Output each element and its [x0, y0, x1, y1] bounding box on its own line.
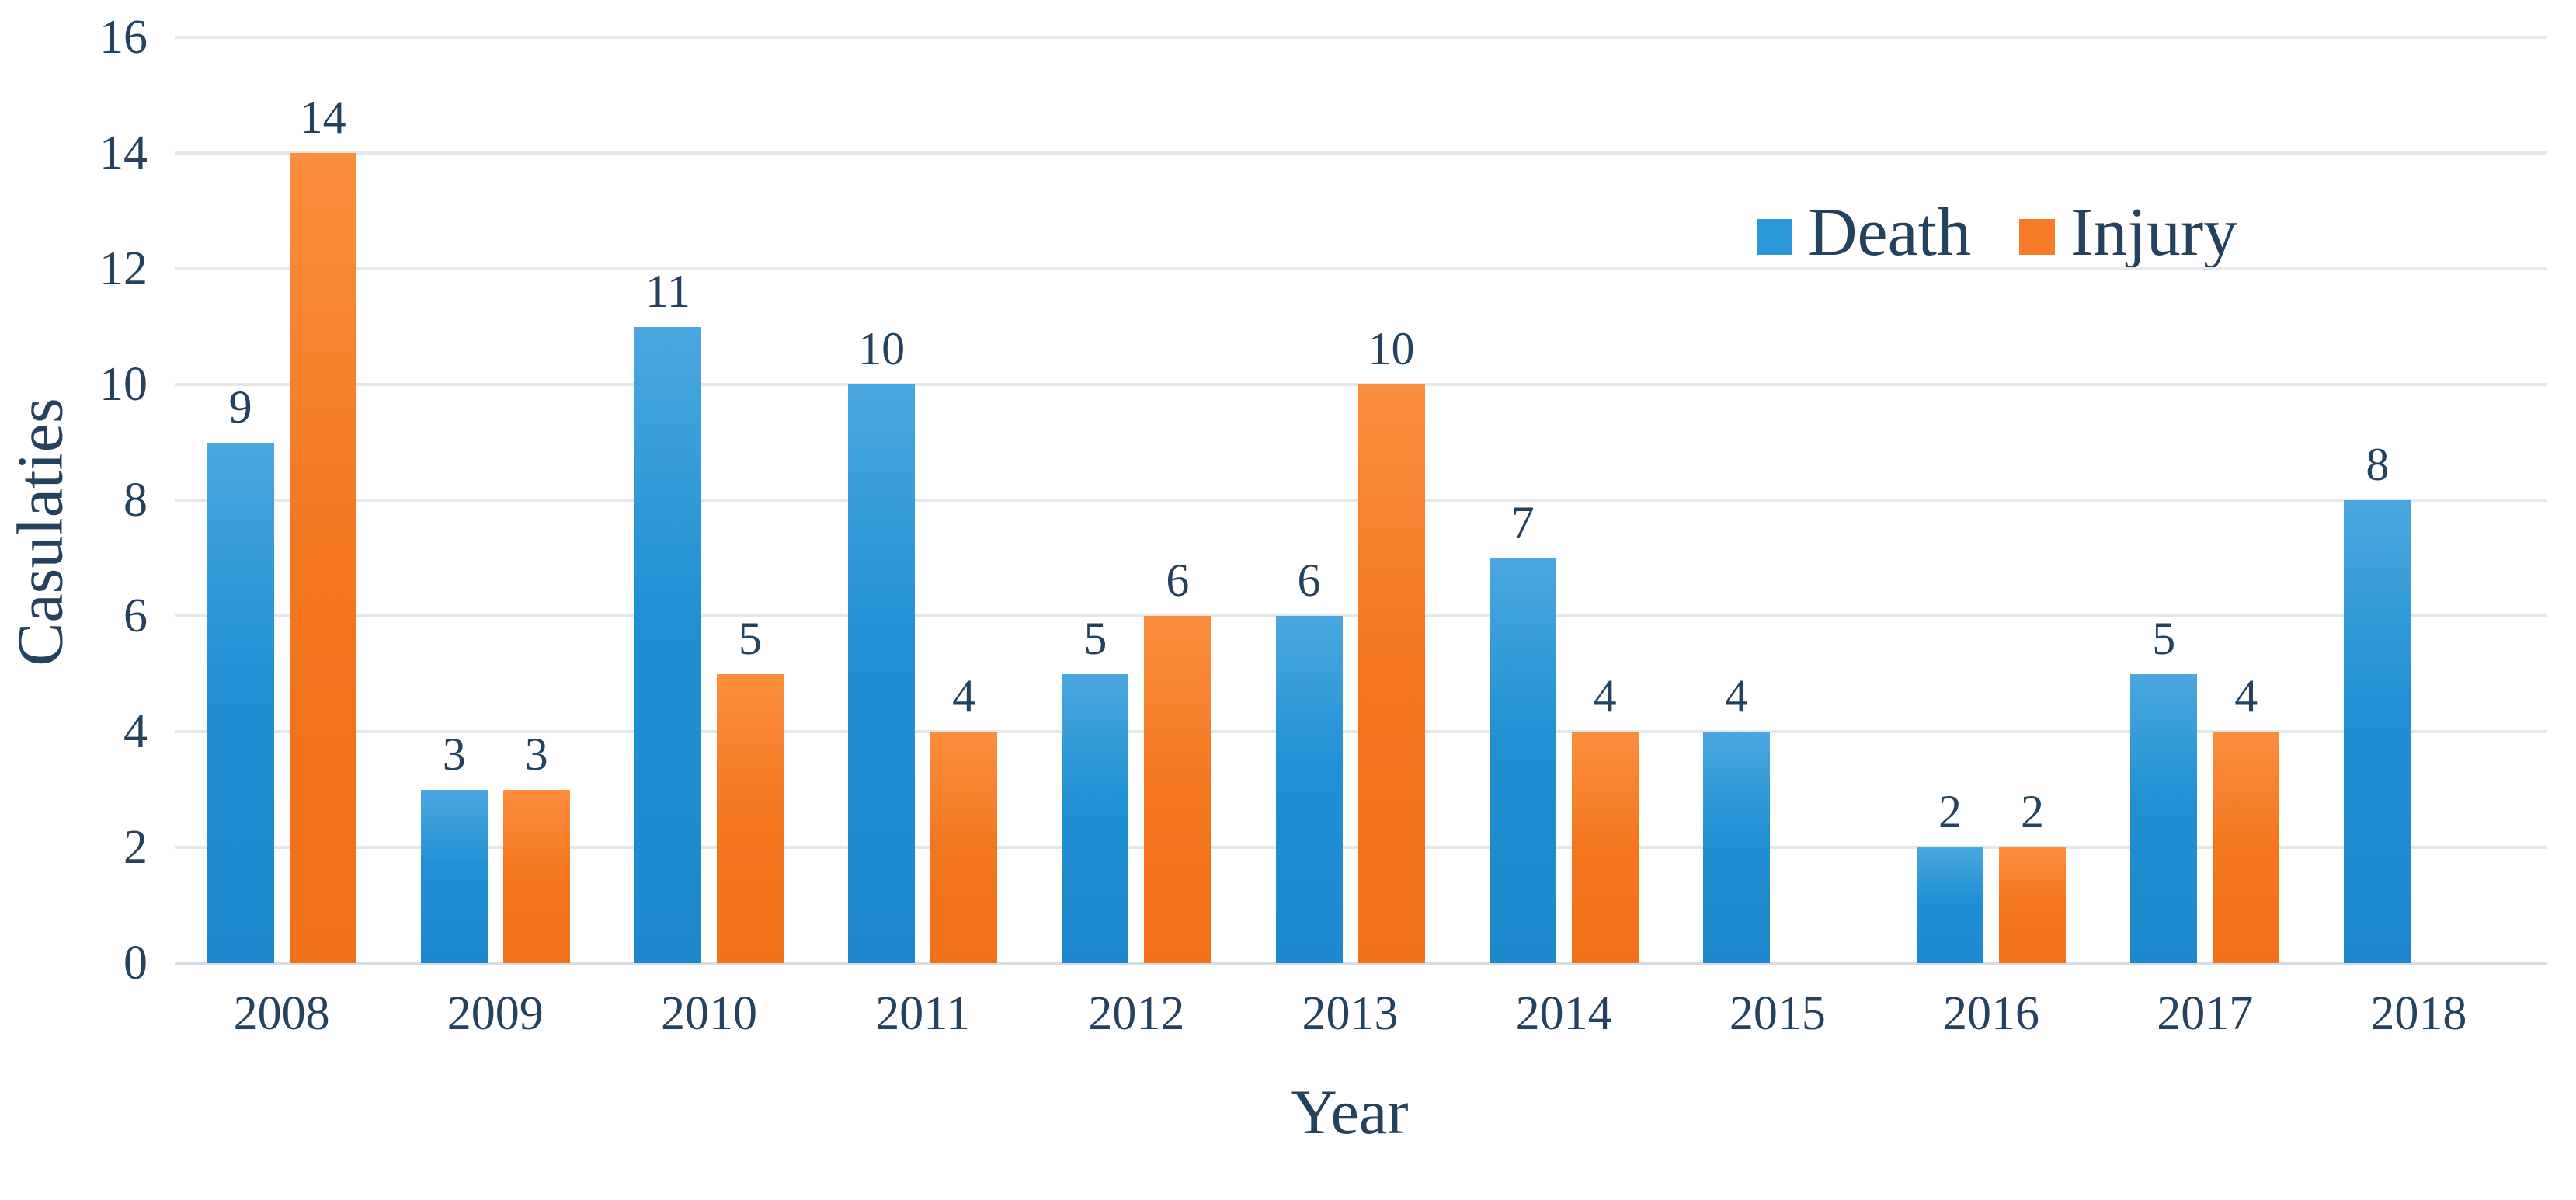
x-axis-title: Year [1291, 1077, 1409, 1147]
bar-death-2018 [2344, 500, 2411, 963]
y-tick-label-2: 2 [123, 821, 148, 874]
value-label-injury-2014: 4 [1593, 670, 1617, 722]
gridline-y-12 [175, 267, 2547, 270]
gridline-y-16 [175, 36, 2547, 39]
value-label-injury-2011: 4 [952, 670, 976, 722]
gridline-y-0 [175, 962, 2547, 965]
value-label-death-2015: 4 [1724, 670, 1748, 722]
bar-death-2013 [1275, 616, 1343, 963]
value-label-injury-2013: 10 [1368, 323, 1415, 374]
bar-injury-2011 [930, 732, 998, 963]
bar-injury-2017 [2213, 732, 2280, 963]
value-label-death-2014: 7 [1510, 496, 1535, 548]
x-tick-label-2017: 2017 [2157, 987, 2254, 1040]
value-label-injury-2009: 3 [524, 728, 548, 780]
death-series-swatch [1757, 219, 1792, 255]
bar-death-2015 [1702, 732, 1770, 963]
x-tick-label-2015: 2015 [1729, 987, 1826, 1040]
value-label-death-2013: 6 [1297, 555, 1321, 606]
injury-series-label: Injury [2070, 195, 2238, 270]
bar-injury-2009 [502, 789, 570, 963]
bar-injury-2012 [1144, 616, 1212, 963]
y-tick-label-0: 0 [123, 937, 148, 990]
y-tick-label-10: 10 [99, 358, 148, 411]
bar-death-2009 [420, 789, 488, 963]
y-tick-label-6: 6 [123, 590, 148, 642]
value-label-death-2010: 11 [645, 265, 690, 317]
bar-injury-2010 [716, 673, 784, 963]
value-label-injury-2008: 14 [299, 92, 346, 143]
value-label-injury-2016: 2 [2021, 786, 2045, 837]
y-tick-label-12: 12 [99, 242, 148, 295]
bar-death-2010 [634, 326, 701, 963]
injury-series-swatch [2019, 219, 2056, 255]
x-tick-label-2010: 2010 [660, 987, 757, 1040]
x-tick-label-2009: 2009 [447, 987, 544, 1040]
legend-item-death: Death [1757, 196, 1971, 270]
value-label-death-2018: 8 [2366, 439, 2390, 490]
y-tick-label-16: 16 [99, 11, 148, 64]
bar-death-2017 [2130, 673, 2198, 963]
x-tick-label-2016: 2016 [1943, 987, 2040, 1040]
bar-death-2016 [1917, 847, 1984, 963]
x-tick-label-2008: 2008 [233, 987, 330, 1040]
y-tick-label-4: 4 [123, 705, 148, 758]
bar-death-2008 [207, 442, 274, 963]
x-tick-label-2014: 2014 [1515, 987, 1612, 1040]
value-label-death-2011: 10 [858, 323, 906, 374]
value-label-death-2017: 5 [2152, 612, 2176, 664]
value-label-injury-2012: 6 [1166, 555, 1190, 606]
value-label-death-2016: 2 [1938, 786, 1962, 837]
legend-item-injury: Injury [2019, 196, 2237, 270]
bar-death-2012 [1062, 673, 1129, 963]
value-label-death-2008: 9 [228, 381, 252, 433]
bar-death-2011 [848, 384, 916, 963]
y-tick-label-8: 8 [123, 474, 148, 527]
x-tick-label-2011: 2011 [875, 987, 970, 1040]
x-tick-label-2012: 2012 [1088, 987, 1185, 1040]
gridline-y-14 [175, 151, 2547, 155]
value-label-death-2012: 5 [1083, 612, 1107, 664]
bar-injury-2013 [1358, 384, 1425, 963]
death-series-label: Death [1808, 195, 1972, 270]
value-label-injury-2017: 4 [2234, 670, 2258, 722]
y-tick-label-14: 14 [99, 127, 148, 179]
legend: Death Injury [1757, 196, 2237, 270]
value-label-injury-2010: 5 [738, 612, 762, 664]
x-tick-label-2018: 2018 [2370, 987, 2467, 1040]
bar-injury-2016 [1999, 847, 2067, 963]
bar-death-2014 [1489, 558, 1556, 963]
value-label-death-2009: 3 [442, 728, 466, 780]
x-tick-label-2013: 2013 [1302, 987, 1399, 1040]
bar-injury-2008 [289, 153, 356, 963]
bar-injury-2014 [1571, 732, 1639, 963]
